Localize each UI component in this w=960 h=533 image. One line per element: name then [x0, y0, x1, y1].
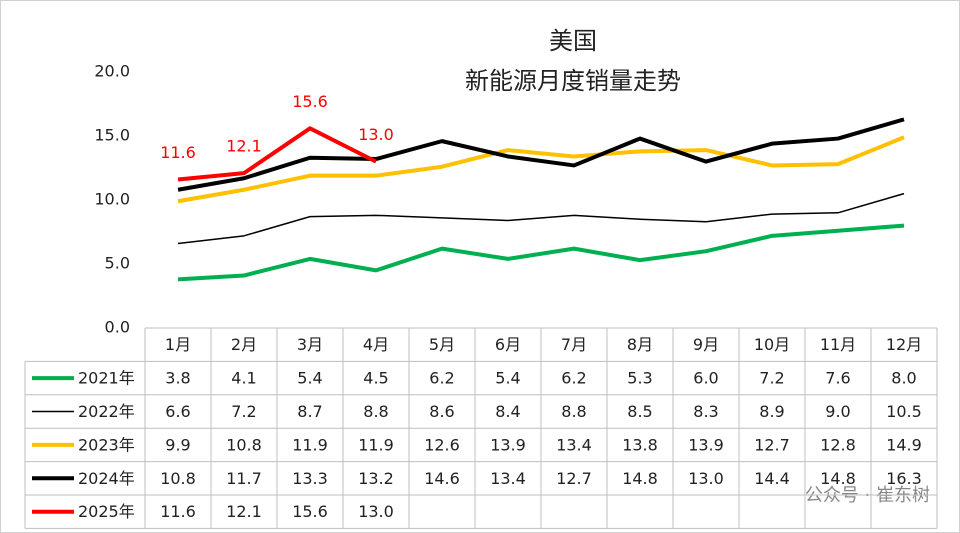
table-cell: 12.7: [754, 435, 790, 454]
table-cell: 14.6: [424, 469, 460, 488]
series-line: [177, 192, 905, 245]
series-line: [177, 126, 377, 182]
table-cell: 7.2: [759, 369, 784, 388]
table-cell: 5.3: [627, 369, 652, 388]
table-cell: 12.7: [556, 469, 592, 488]
table-cell: 11.9: [292, 435, 328, 454]
legend-label: 2022年: [78, 402, 135, 421]
legend-label: 2021年: [78, 369, 135, 388]
table-cell: 12.8: [820, 435, 856, 454]
table-cell: 8.8: [363, 402, 388, 421]
chart-title: 美国: [549, 27, 597, 55]
x-tick-label: 8月: [627, 335, 653, 354]
series-line: [177, 117, 905, 192]
x-tick-label: 6月: [495, 335, 521, 354]
table-cell: 8.9: [759, 402, 784, 421]
table-cell: 8.5: [627, 402, 652, 421]
x-tick-label: 7月: [561, 335, 587, 354]
data-label: 13.0: [358, 125, 394, 144]
table-cell: 5.4: [297, 369, 322, 388]
table-cell: 13.0: [358, 502, 394, 521]
table-cell: 8.6: [429, 402, 454, 421]
table-cell: 12.1: [226, 502, 262, 521]
table-cell: 9.0: [825, 402, 850, 421]
table-cell: 10.5: [886, 402, 922, 421]
x-tick-label: 12月: [886, 335, 922, 354]
table-cell: 15.6: [292, 502, 328, 521]
table-cell: 11.9: [358, 435, 394, 454]
table-cell: 9.9: [165, 435, 190, 454]
table-cell: 5.4: [495, 369, 520, 388]
chart-subtitle: 新能源月度销量走势: [465, 67, 681, 95]
table-cell: 8.7: [297, 402, 322, 421]
series-line: [177, 135, 905, 204]
x-tick-label: 9月: [693, 335, 719, 354]
legend-label: 2024年: [78, 469, 135, 488]
table-cell: 11.6: [160, 502, 196, 521]
table-cell: 8.4: [495, 402, 520, 421]
table-cell: 6.2: [429, 369, 454, 388]
legend-label: 2025年: [78, 502, 135, 521]
table-cell: 11.7: [226, 469, 262, 488]
table-cell: 13.0: [688, 469, 724, 488]
table-cell: 13.4: [490, 469, 526, 488]
table-cell: 13.9: [688, 435, 724, 454]
table-cell: 14.4: [754, 469, 790, 488]
table-cell: 6.6: [165, 402, 190, 421]
table-cell: 7.6: [825, 369, 850, 388]
table-cell: 13.8: [622, 435, 658, 454]
data-label: 12.1: [226, 137, 262, 156]
y-tick-label: 15.0: [94, 126, 130, 145]
data-label: 11.6: [160, 143, 196, 162]
table-cell: 3.8: [165, 369, 190, 388]
series-line: [177, 223, 905, 282]
table-cell: 12.6: [424, 435, 460, 454]
table-cell: 13.4: [556, 435, 592, 454]
table-cell: 8.8: [561, 402, 586, 421]
table-cell: 13.2: [358, 469, 394, 488]
legend-label: 2023年: [78, 435, 135, 454]
table-cell: 4.5: [363, 369, 388, 388]
table-cell: 6.2: [561, 369, 586, 388]
table-cell: 14.9: [886, 435, 922, 454]
table-cell: 7.2: [231, 402, 256, 421]
data-label: 15.6: [292, 92, 328, 111]
table-cell: 13.9: [490, 435, 526, 454]
table-cell: 10.8: [160, 469, 196, 488]
x-tick-label: 4月: [363, 335, 389, 354]
x-tick-label: 11月: [820, 335, 856, 354]
table-cell: 6.0: [693, 369, 718, 388]
x-tick-label: 10月: [754, 335, 790, 354]
table-cell: 14.8: [622, 469, 658, 488]
y-tick-label: 10.0: [94, 190, 130, 209]
table-cell: 8.0: [891, 369, 916, 388]
x-tick-label: 1月: [165, 335, 191, 354]
table-cell: 13.3: [292, 469, 328, 488]
table-cell: 8.3: [693, 402, 718, 421]
y-tick-label: 20.0: [94, 62, 130, 81]
x-tick-label: 2月: [231, 335, 257, 354]
y-tick-label: 0.0: [105, 318, 130, 337]
x-tick-label: 3月: [297, 335, 323, 354]
y-tick-label: 5.0: [105, 254, 130, 273]
table-cell: 10.8: [226, 435, 262, 454]
table-cell: 4.1: [231, 369, 256, 388]
x-tick-label: 5月: [429, 335, 455, 354]
table-cell: 14.8: [820, 469, 856, 488]
table-cell: 16.3: [886, 469, 922, 488]
